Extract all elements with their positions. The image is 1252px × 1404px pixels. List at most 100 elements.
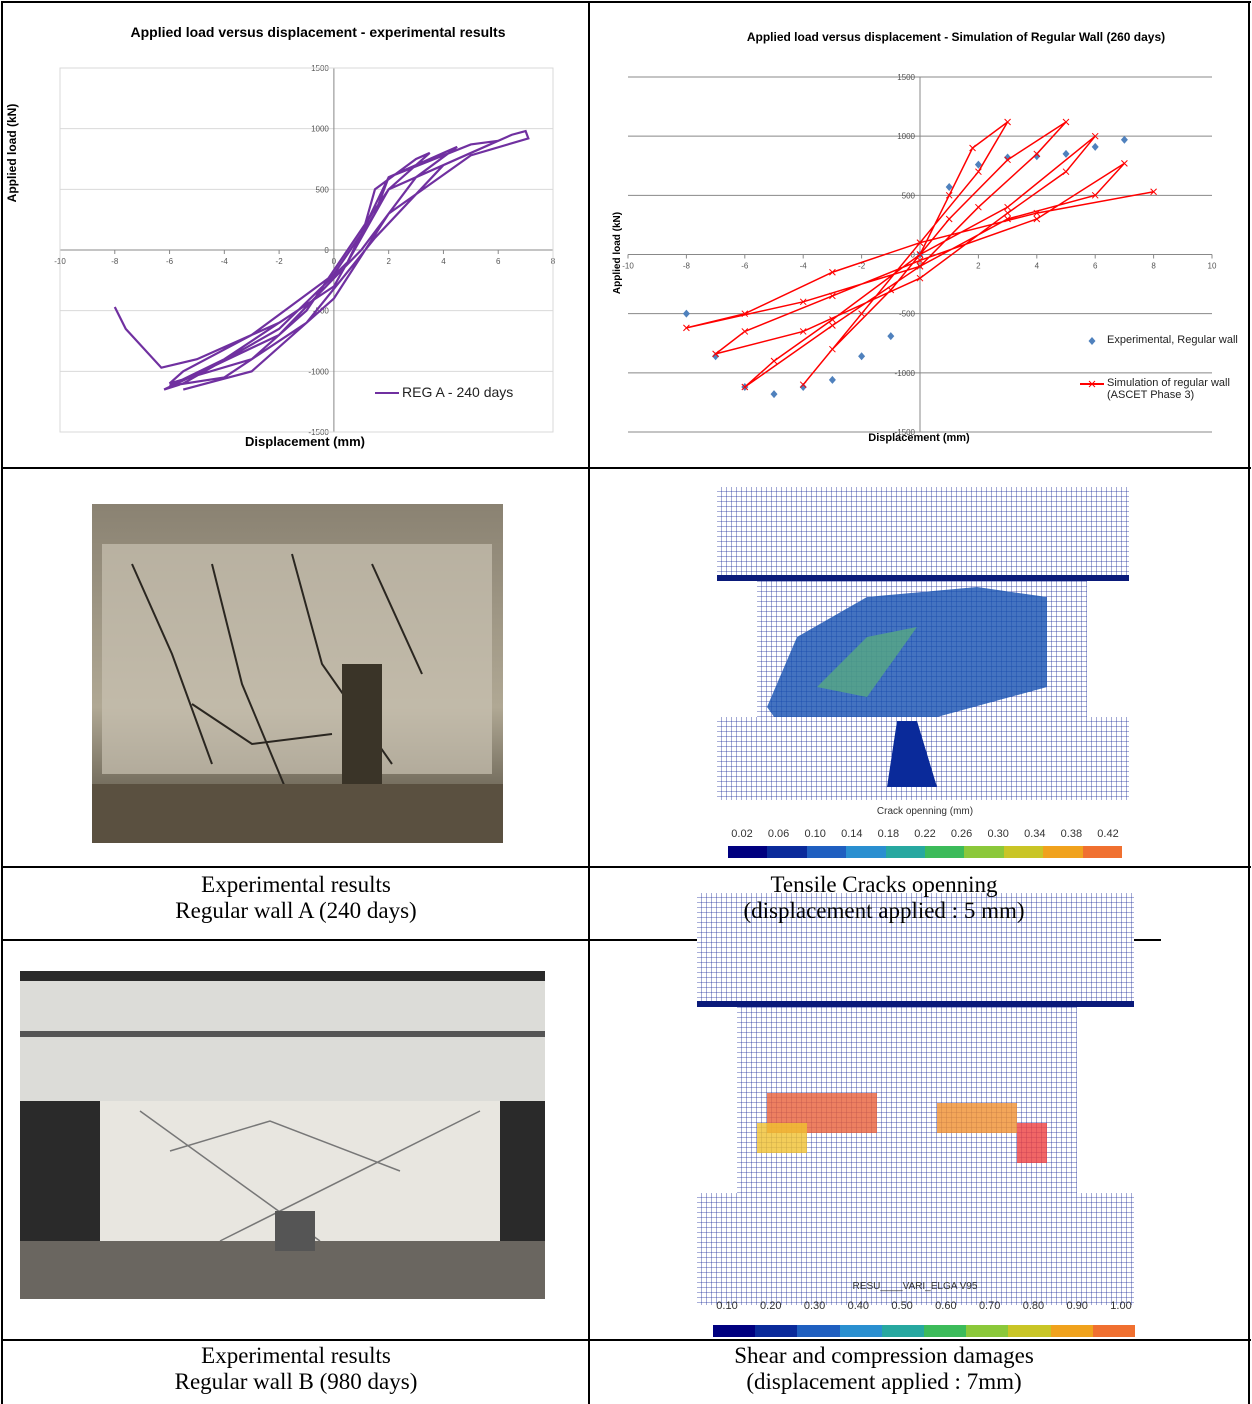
colorbar-swatch (925, 846, 965, 858)
data-point (1092, 143, 1099, 151)
chart-title: Applied load versus displacement - Simul… (747, 30, 1165, 44)
colorbar-title: Crack openning (mm) (825, 806, 1025, 817)
colorbar-label: 0.80 (1013, 1300, 1053, 1312)
colorbar-swatch (1051, 1325, 1094, 1337)
data-point (829, 346, 835, 352)
rule (1248, 1, 1250, 1404)
colorbar-label: 0.42 (1088, 828, 1128, 840)
data-point (1063, 150, 1070, 158)
colorbar-label: 0.20 (751, 1300, 791, 1312)
colorbar-swatch (846, 846, 886, 858)
data-point (858, 352, 865, 360)
caption: Shear and compression damages(displaceme… (590, 1343, 1178, 1395)
legend-marker (1089, 337, 1096, 345)
caption: Tensile Cracks openning(displacement app… (590, 872, 1178, 924)
x-tick-label: 2 (386, 257, 391, 266)
colorbar-swatch (1004, 846, 1044, 858)
data-point (975, 169, 981, 175)
colorbar-swatch (755, 1325, 798, 1337)
colorbar-title: RESU____VARI_ELGA V95 (815, 1281, 1015, 1292)
colorbar-label: 0.18 (868, 828, 908, 840)
y-tick-label: 500 (902, 191, 916, 200)
data-point (771, 358, 777, 364)
x-tick-label: 4 (441, 257, 446, 266)
colorbar-label: 0.26 (942, 828, 982, 840)
y-axis-title: Applied load (kN) (5, 104, 19, 203)
caption-line: Experimental results (2, 872, 590, 898)
x-tick-label: 4 (1035, 262, 1040, 271)
x-tick-label: -2 (276, 257, 284, 266)
y-tick-label: 1000 (897, 132, 915, 141)
y-tick-label: -500 (899, 310, 916, 319)
data-line (115, 131, 529, 389)
colorbar-label: 0.22 (905, 828, 945, 840)
colorbar-label: 0.10 (707, 1300, 747, 1312)
rule (1, 1339, 1251, 1341)
data-point (946, 216, 952, 222)
data-point (771, 390, 778, 398)
colorbar-swatch (797, 1325, 840, 1337)
rule (1, 866, 1251, 868)
data-point (829, 323, 835, 329)
caption-line: (displacement applied : 7mm) (590, 1369, 1178, 1395)
y-tick-label: 1000 (311, 125, 329, 134)
colorbar-swatch (840, 1325, 883, 1337)
data-point (1005, 204, 1011, 210)
x-tick-label: -8 (111, 257, 119, 266)
colorbar-label: 0.10 (795, 828, 835, 840)
x-tick-label: 6 (1093, 262, 1098, 271)
data-point (1121, 136, 1128, 144)
colorbar-label: 0.34 (1015, 828, 1055, 840)
legend-label: REG A - 240 days (402, 384, 552, 400)
page: Applied load versus displacement - exper… (0, 0, 1252, 1404)
colorbar-label: 0.70 (970, 1300, 1010, 1312)
x-axis-title: Displacement (mm) (868, 432, 970, 444)
colorbar-label: 0.30 (978, 828, 1018, 840)
chart-title: Applied load versus displacement - exper… (130, 24, 505, 40)
data-point (829, 376, 836, 384)
colorbar-swatch (1008, 1325, 1051, 1337)
photo (92, 504, 503, 843)
data-point (1063, 119, 1069, 125)
data-point (683, 310, 690, 318)
colorbar-label: 0.60 (926, 1300, 966, 1312)
caption-line: Regular wall A (240 days) (2, 898, 590, 924)
x-tick-label: 10 (1208, 262, 1217, 271)
x-axis-title: Displacement (mm) (245, 434, 365, 449)
x-tick-label: -10 (622, 262, 634, 271)
data-point (970, 145, 976, 151)
colorbar-label: 0.14 (832, 828, 872, 840)
colorbar-swatch (882, 1325, 925, 1337)
x-tick-label: 2 (976, 262, 981, 271)
data-point (1005, 210, 1011, 216)
y-axis-title: Applied load (kN) (612, 212, 623, 294)
colorbar-label: 0.50 (882, 1300, 922, 1312)
colorbar-swatch (1093, 1325, 1136, 1337)
caption-line: Shear and compression damages (590, 1343, 1178, 1369)
colorbar-swatch (924, 1325, 967, 1337)
x-tick-label: -8 (683, 262, 691, 271)
y-tick-label: 500 (316, 185, 330, 194)
colorbar-swatch (728, 846, 768, 858)
rule (1, 467, 1251, 469)
data-point (829, 293, 835, 299)
colorbar-label: 0.38 (1051, 828, 1091, 840)
data-point (887, 332, 894, 340)
colorbar-swatch (1083, 846, 1123, 858)
photo (20, 971, 545, 1299)
x-tick-label: 6 (496, 257, 501, 266)
caption-line: (displacement applied : 5 mm) (590, 898, 1178, 924)
caption: Experimental resultsRegular wall B (980 … (2, 1343, 590, 1395)
colorbar-swatch (964, 846, 1004, 858)
caption-line: Tensile Cracks openning (590, 872, 1178, 898)
x-tick-label: -4 (221, 257, 229, 266)
colorbar-swatch (966, 1325, 1009, 1337)
y-tick-label: -1000 (308, 367, 329, 376)
colorbar-label: 0.40 (838, 1300, 878, 1312)
x-tick-label: -6 (741, 262, 749, 271)
colorbar-label: 0.06 (759, 828, 799, 840)
x-tick-label: -4 (800, 262, 808, 271)
colorbar-swatch (807, 846, 847, 858)
colorbar-swatch (1043, 846, 1083, 858)
